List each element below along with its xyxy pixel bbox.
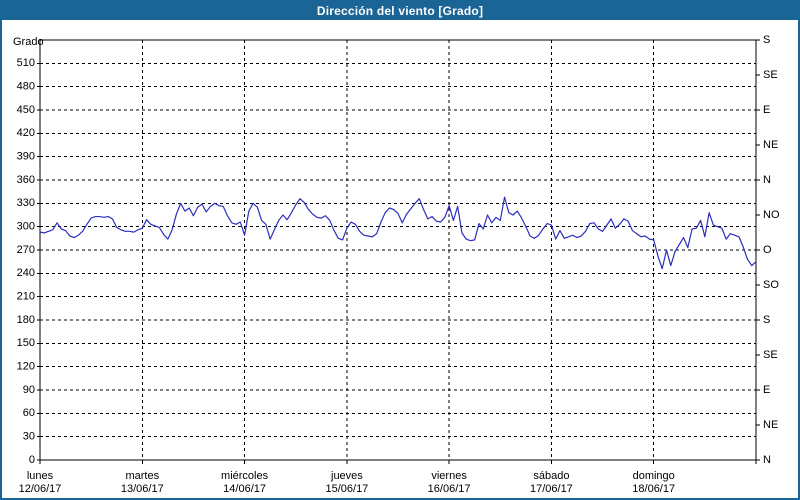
date-label: 12/06/17 bbox=[19, 483, 62, 495]
x-gridlines bbox=[39, 40, 757, 464]
svg-text:180: 180 bbox=[17, 314, 35, 326]
date-label: 17/06/17 bbox=[530, 483, 573, 495]
svg-text:480: 480 bbox=[17, 81, 35, 93]
y-gridlines bbox=[40, 62, 756, 438]
date-label: 14/06/17 bbox=[223, 483, 266, 495]
svg-text:240: 240 bbox=[17, 267, 35, 279]
day-label: domingo bbox=[633, 470, 675, 482]
svg-text:330: 330 bbox=[17, 197, 35, 209]
compass-label: E bbox=[763, 104, 770, 116]
svg-text:0: 0 bbox=[29, 454, 35, 466]
compass-label: N bbox=[763, 174, 771, 186]
svg-text:150: 150 bbox=[17, 337, 35, 349]
svg-text:30: 30 bbox=[23, 431, 35, 443]
compass-label: NE bbox=[763, 139, 778, 151]
date-label: 16/06/17 bbox=[428, 483, 471, 495]
compass-label: NE bbox=[763, 419, 778, 431]
day-label: jueves bbox=[330, 470, 363, 482]
compass-label: SO bbox=[763, 279, 779, 291]
svg-text:210: 210 bbox=[17, 291, 35, 303]
svg-text:300: 300 bbox=[17, 221, 35, 233]
window-title: Dirección del viento [Grado] bbox=[316, 4, 484, 18]
date-label: 18/06/17 bbox=[632, 483, 675, 495]
svg-text:90: 90 bbox=[23, 384, 35, 396]
svg-text:360: 360 bbox=[17, 174, 35, 186]
day-label: lunes bbox=[27, 470, 54, 482]
y-axis-left: 0 30 60 90 120 150 180 210 240 270 300 330 360 390 420… bbox=[13, 36, 44, 466]
compass-label: SE bbox=[763, 349, 778, 361]
svg-text:510: 510 bbox=[17, 57, 35, 69]
plot-border bbox=[39, 39, 757, 461]
window-title-bar: Dirección del viento [Grado] bbox=[2, 2, 798, 20]
day-label: viernes bbox=[431, 470, 467, 482]
day-label: sábado bbox=[533, 470, 569, 482]
svg-text:270: 270 bbox=[17, 244, 35, 256]
compass-label: O bbox=[763, 244, 772, 256]
compass-label: SE bbox=[763, 69, 778, 81]
compass-label: S bbox=[763, 314, 770, 326]
svg-text:450: 450 bbox=[17, 104, 35, 116]
day-label: miércoles bbox=[221, 470, 269, 482]
svg-text:60: 60 bbox=[23, 407, 35, 419]
compass-label: S bbox=[763, 34, 770, 46]
y-axis-right: S SE E NE N NO O SO S SE E NE N bbox=[756, 34, 780, 466]
svg-text:390: 390 bbox=[17, 151, 35, 163]
svg-text:120: 120 bbox=[17, 361, 35, 373]
wind-direction-chart: 0 30 60 90 120 150 180 210 240 270 300 330 360 390 420… bbox=[13, 34, 780, 495]
y-axis-title: Grado bbox=[13, 36, 44, 48]
compass-label: E bbox=[763, 384, 770, 396]
date-label: 15/06/17 bbox=[325, 483, 368, 495]
compass-label: NO bbox=[763, 209, 780, 221]
day-label: martes bbox=[125, 470, 159, 482]
compass-label: N bbox=[763, 454, 771, 466]
svg-text:420: 420 bbox=[17, 127, 35, 139]
date-label: 13/06/17 bbox=[121, 483, 164, 495]
wind-direction-series-line bbox=[39, 196, 757, 270]
